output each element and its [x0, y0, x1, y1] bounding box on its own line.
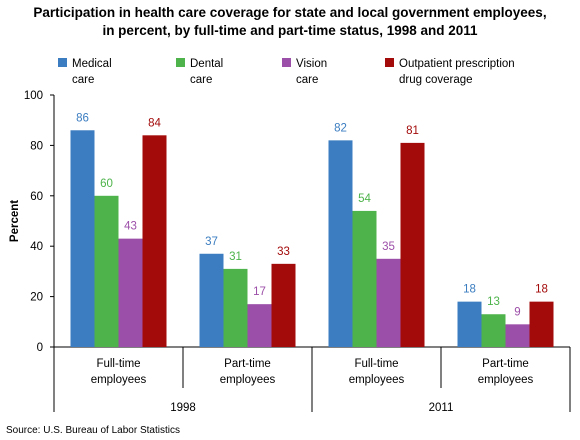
legend-swatch-3 [282, 58, 291, 67]
source-note: Source: U.S. Bureau of Labor Statistics [6, 425, 180, 436]
group-label-2011: 2011 [429, 402, 454, 414]
y-tick-label-60: 60 [30, 191, 43, 203]
value-label-series4-cat2: 33 [277, 246, 290, 258]
value-label-series3-cat1: 43 [124, 221, 137, 233]
data-labels: 86 60 43 84 37 31 17 33 82 54 35 81 18 13 9 18 [76, 112, 548, 318]
category-label-2-line-2: employees [220, 374, 276, 386]
legend-swatch-2 [176, 58, 185, 67]
group-label-1998: 1998 [170, 402, 196, 414]
legend-label-2-line-2: care [190, 74, 212, 86]
value-label-series4-cat3: 81 [406, 125, 419, 137]
category-label-1-line-1: Full-time [96, 358, 140, 370]
category-label-2-line-1: Part-time [224, 358, 271, 370]
legend-item-1: Medical care [58, 58, 112, 86]
value-label-series2-cat1: 60 [100, 178, 113, 190]
category-label-3-line-2: employees [349, 374, 405, 386]
y-tick-label-80: 80 [30, 140, 43, 152]
bar-series3-cat1 [118, 238, 143, 347]
value-label-series1-cat2: 37 [205, 236, 218, 248]
value-label-series1-cat4: 18 [463, 284, 476, 296]
category-label-3-line-1: Full-time [354, 358, 398, 370]
y-tick-label-20: 20 [30, 292, 43, 304]
bar-series3-cat3 [376, 258, 401, 347]
chart-title: Participation in health care coverage fo… [33, 5, 546, 38]
bars [70, 130, 554, 347]
value-label-series3-cat4: 9 [514, 306, 520, 318]
bar-series1-cat3 [328, 140, 353, 347]
bar-series2-cat2 [223, 268, 248, 347]
bar-series1-cat4 [457, 301, 482, 347]
value-label-series2-cat3: 54 [358, 193, 371, 205]
category-label-4-line-1: Part-time [482, 358, 529, 370]
value-label-series1-cat1: 86 [76, 112, 89, 124]
category-label-4-line-2: employees [478, 374, 534, 386]
category-label-1-line-2: employees [91, 374, 147, 386]
chart-title-line-2: in percent, by full-time and part-time s… [102, 23, 478, 38]
legend-label-3-line-1: Vision [296, 58, 327, 70]
legend-item-3: Vision care [282, 58, 327, 86]
legend-label-1-line-1: Medical [72, 58, 112, 70]
bar-series2-cat3 [352, 210, 377, 347]
legend-item-4: Outpatient prescription drug coverage [385, 58, 515, 86]
legend-label-4-line-2: drug coverage [399, 74, 473, 86]
bar-series4-cat1 [142, 135, 167, 347]
value-label-series1-cat3: 82 [334, 122, 347, 134]
bar-series4-cat4 [529, 301, 554, 347]
bar-series2-cat4 [481, 314, 506, 347]
value-label-series2-cat2: 31 [229, 251, 242, 263]
x-axis-labels: Full-time employees Part-time employees Full… [91, 358, 534, 414]
legend-swatch-1 [58, 58, 67, 67]
legend-label-2-line-1: Dental [190, 58, 223, 70]
bar-series1-cat1 [70, 130, 95, 347]
y-tick-label-40: 40 [30, 241, 43, 253]
bar-series1-cat2 [199, 253, 224, 347]
value-label-series3-cat2: 17 [253, 286, 266, 298]
legend-swatch-4 [385, 58, 394, 67]
legend-item-2: Dental care [176, 58, 223, 86]
bar-series4-cat3 [400, 142, 425, 347]
bar-series2-cat1 [94, 195, 119, 347]
value-label-series2-cat4: 13 [487, 296, 500, 308]
bar-series3-cat2 [247, 304, 272, 347]
bar-series3-cat4 [505, 324, 530, 347]
y-tick-label-0: 0 [37, 342, 43, 354]
chart-title-line-1: Participation in health care coverage fo… [33, 5, 546, 20]
y-axis-label: Percent [9, 200, 21, 242]
value-label-series3-cat3: 35 [382, 241, 395, 253]
legend-label-3-line-2: care [296, 74, 318, 86]
legend-label-1-line-2: care [72, 74, 94, 86]
value-label-series4-cat1: 84 [148, 117, 161, 129]
legend: Medical care Dental care Vision care Outpatien… [58, 58, 515, 86]
bar-series4-cat2 [271, 263, 296, 347]
y-tick-label-100: 100 [24, 90, 43, 102]
value-label-series4-cat4: 18 [535, 284, 548, 296]
legend-label-4-line-1: Outpatient prescription [399, 58, 515, 70]
